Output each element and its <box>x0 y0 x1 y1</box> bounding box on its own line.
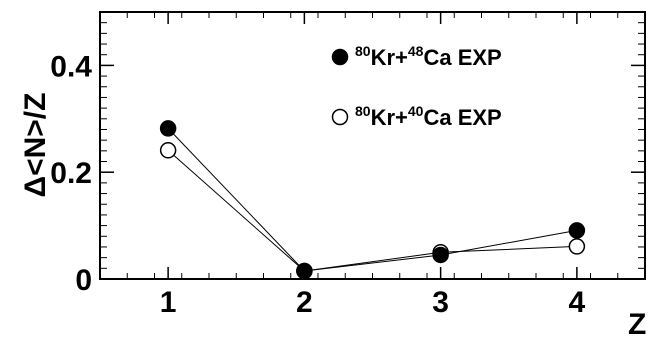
y-axis-label: Δ<N>/Z <box>19 93 52 198</box>
x-axis-label: Z <box>628 308 646 337</box>
x-tick-label: 4 <box>569 286 586 319</box>
legend-base-b: Kr+ <box>371 45 408 70</box>
filled-marker <box>159 120 177 137</box>
legend-sup-a: 80 <box>355 103 371 119</box>
x-tick-label: 1 <box>160 286 177 319</box>
open-marker <box>159 142 177 159</box>
y-tick-label: 0 <box>75 264 92 297</box>
legend-base-d: Ca EXP <box>423 105 501 130</box>
legend-base-d: Ca EXP <box>423 45 501 70</box>
filled-marker <box>568 222 586 239</box>
legend: 80Kr+48Ca EXP 80Kr+40Ca EXP <box>331 43 502 130</box>
legend-label-kr48: 80Kr+48Ca EXP <box>355 43 502 70</box>
legend-sup-a: 80 <box>355 43 371 59</box>
x-tick-label: 2 <box>296 286 313 319</box>
y-tick-label: 0.4 <box>50 50 92 83</box>
legend-base-b: Kr+ <box>371 105 408 130</box>
legend-sup-c: 40 <box>408 103 424 119</box>
legend-sup-c: 48 <box>408 43 424 59</box>
legend-marker-filled <box>331 48 349 66</box>
axes: 1 2 3 400.20.4 <box>50 11 646 319</box>
y-tick-label: 0.2 <box>50 157 92 190</box>
open-marker <box>568 238 586 255</box>
legend-marker-open <box>331 108 349 126</box>
series-line-0 <box>167 128 577 272</box>
legend-label-kr40: 80Kr+40Ca EXP <box>355 103 502 130</box>
x-tick-label: 3 <box>432 286 449 319</box>
series-lines <box>167 128 577 272</box>
filled-marker <box>296 262 313 280</box>
series-markers <box>159 120 586 280</box>
filled-marker <box>432 246 449 264</box>
series-line-1 <box>167 149 577 272</box>
